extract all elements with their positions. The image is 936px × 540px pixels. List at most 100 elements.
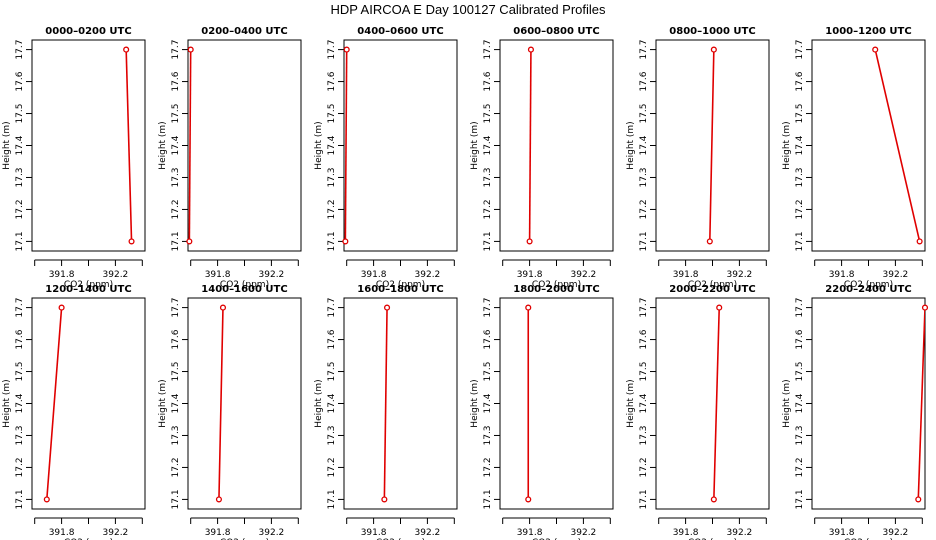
profile-line — [344, 49, 348, 242]
data-point-marker — [706, 238, 713, 245]
y-tick-label: 17.6 — [795, 329, 805, 349]
panel-grid: 0000–0200 UTC 17.1 17.2 17.3 17.4 17.5 17.6 17.… — [2, 26, 929, 540]
y-axis-label: Height (m) — [314, 379, 324, 427]
y-tick-label: 17.5 — [327, 362, 337, 382]
plot-frame — [811, 297, 926, 510]
panel-title: 1000–1200 UTC — [825, 26, 911, 37]
profile-panel: 1200–1400 UTC 17.1 17.2 17.3 17.4 17.5 17.6 17.… — [2, 284, 146, 540]
plot-frame — [343, 297, 458, 510]
x-axis-label: CO2 (ppm) — [220, 280, 269, 290]
y-tick-label: 17.7 — [15, 298, 25, 318]
x-axis-label: CO2 (ppm) — [688, 280, 737, 290]
data-point-marker — [43, 496, 50, 503]
profile-line — [46, 307, 63, 500]
x-tick-label: 391.8 — [49, 528, 75, 538]
y-tick-label: 17.7 — [171, 40, 181, 60]
y-tick-label: 17.1 — [483, 489, 493, 509]
y-tick-label: 17.3 — [795, 425, 805, 445]
data-point-marker — [716, 304, 723, 311]
x-axis-label: CO2 (ppm) — [532, 280, 581, 290]
y-tick-label: 17.3 — [15, 167, 25, 187]
y-tick-label: 17.7 — [639, 298, 649, 318]
panel-title: 0600–0800 UTC — [513, 26, 599, 37]
plot-frame — [187, 39, 302, 252]
x-tick-label: 392.2 — [883, 270, 909, 280]
y-tick-label: 17.2 — [483, 199, 493, 219]
y-tick-label: 17.1 — [171, 231, 181, 251]
x-axis-label: CO2 (ppm) — [376, 280, 425, 290]
y-tick-label: 17.1 — [639, 489, 649, 509]
plot-frame — [655, 297, 770, 510]
profile-line — [188, 49, 192, 242]
data-point-marker — [383, 304, 391, 311]
y-tick-label: 17.5 — [639, 362, 649, 382]
x-axis-label: CO2 (ppm) — [688, 538, 737, 540]
y-tick-label: 17.7 — [171, 298, 181, 318]
x-axis-label: CO2 (ppm) — [844, 538, 893, 540]
y-tick-label: 17.3 — [639, 425, 649, 445]
y-tick-label: 17.4 — [171, 393, 181, 413]
y-tick-label: 17.6 — [795, 71, 805, 91]
profile-line — [917, 307, 925, 500]
y-tick-label: 17.3 — [171, 167, 181, 187]
y-axis-label: Height (m) — [158, 379, 168, 427]
y-tick-label: 17.2 — [327, 457, 337, 477]
y-tick-label: 17.6 — [639, 71, 649, 91]
y-tick-label: 17.1 — [327, 489, 337, 509]
y-tick-label: 17.5 — [795, 104, 805, 124]
y-tick-label: 17.7 — [327, 40, 337, 60]
panel-title: 2200–2400 UTC — [825, 284, 911, 295]
x-tick-label: 391.8 — [829, 528, 855, 538]
x-tick-label: 391.8 — [517, 528, 543, 538]
profile-line — [125, 49, 133, 242]
panel-title: 2000–2200 UTC — [669, 284, 755, 295]
y-tick-label: 17.1 — [483, 231, 493, 251]
plot-frame — [31, 39, 146, 252]
profile-panel: 2000–2200 UTC 17.1 17.2 17.3 17.4 17.5 17.6 17.… — [626, 284, 770, 540]
y-tick-label: 17.7 — [795, 298, 805, 318]
y-tick-label: 17.3 — [483, 425, 493, 445]
y-tick-label: 17.2 — [639, 457, 649, 477]
y-tick-label: 17.5 — [15, 104, 25, 124]
data-point-marker — [215, 496, 222, 503]
y-axis-label: Height (m) — [782, 121, 792, 169]
data-point-marker — [186, 238, 193, 245]
x-tick-label: 392.2 — [259, 270, 285, 280]
y-tick-label: 17.7 — [795, 40, 805, 60]
y-tick-label: 17.6 — [327, 71, 337, 91]
y-tick-label: 17.2 — [15, 199, 25, 219]
x-tick-label: 391.8 — [673, 270, 699, 280]
y-tick-label: 17.7 — [15, 40, 25, 60]
y-tick-label: 17.5 — [483, 104, 493, 124]
x-tick-label: 392.2 — [415, 270, 441, 280]
y-tick-label: 17.1 — [171, 489, 181, 509]
plot-frame — [811, 39, 926, 252]
panel-title: 0400–0600 UTC — [357, 26, 443, 37]
profile-panel: 0200–0400 UTC 17.1 17.2 17.3 17.4 17.5 17.6 17.… — [158, 26, 302, 290]
profile-panel: 1600–1800 UTC 17.1 17.2 17.3 17.4 17.5 17.6 17.… — [314, 284, 458, 540]
y-axis-label: Height (m) — [626, 121, 636, 169]
plot-frame — [187, 297, 302, 510]
profile-line — [528, 49, 532, 242]
y-axis-label: Height (m) — [2, 121, 12, 169]
data-point-marker — [872, 46, 879, 53]
y-tick-label: 17.7 — [483, 298, 493, 318]
y-tick-label: 17.2 — [15, 457, 25, 477]
x-tick-label: 391.8 — [361, 270, 387, 280]
y-tick-label: 17.1 — [639, 231, 649, 251]
y-tick-label: 17.4 — [15, 135, 25, 155]
x-axis-label: CO2 (ppm) — [64, 538, 113, 540]
y-tick-label: 17.1 — [795, 489, 805, 509]
y-tick-label: 17.6 — [171, 329, 181, 349]
y-axis-label: Height (m) — [314, 121, 324, 169]
y-axis-label: Height (m) — [470, 121, 480, 169]
data-point-marker — [525, 496, 532, 503]
x-tick-label: 392.2 — [103, 270, 129, 280]
x-tick-label: 391.8 — [49, 270, 75, 280]
y-tick-label: 17.2 — [327, 199, 337, 219]
y-tick-label: 17.6 — [15, 329, 25, 349]
data-point-marker — [342, 238, 349, 245]
profile-line — [383, 307, 388, 500]
data-point-marker — [527, 46, 534, 53]
data-point-marker — [381, 496, 388, 503]
